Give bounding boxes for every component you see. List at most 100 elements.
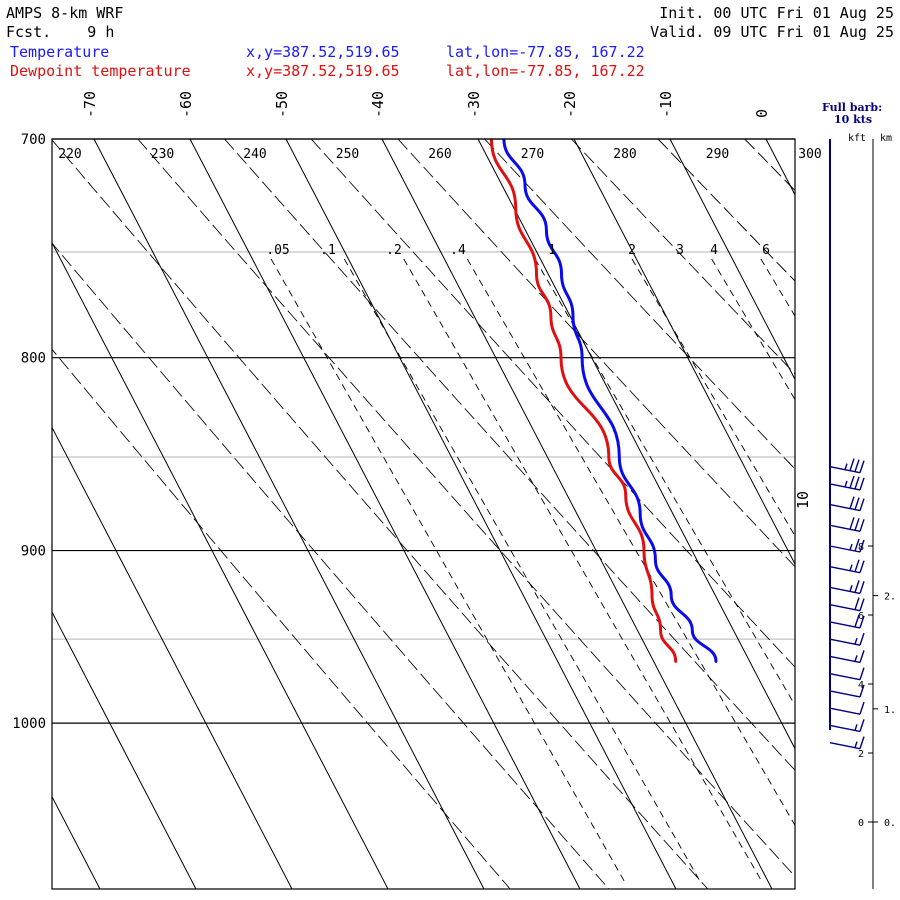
pressure-label: 700: [21, 132, 46, 148]
dry-adiabat: [224, 139, 795, 771]
isotherm-line: [52, 241, 389, 889]
wind-barb-full: [849, 458, 855, 471]
wind-barb: [829, 496, 865, 512]
wind-barb-half: [844, 480, 848, 488]
km-label: km: [880, 133, 893, 144]
wind-barb-full: [859, 498, 865, 511]
wind-barb-full: [849, 475, 855, 489]
wind-barb-full: [854, 497, 860, 510]
isotherm-line: [573, 139, 795, 566]
mixing-ratio-line: [711, 258, 795, 401]
theta-label: 270: [521, 147, 544, 162]
mixing-ratio-label: 1: [548, 243, 556, 258]
theta-label: 260: [428, 147, 451, 162]
wind-barb-half: [854, 741, 858, 748]
wind-barb-full: [859, 667, 865, 680]
theta-label: 220: [58, 147, 81, 162]
legend-temperature: Temperature: [10, 43, 110, 61]
wind-barb-full: [859, 460, 865, 473]
kft-tick-label: 2: [858, 749, 864, 760]
wind-barb: [829, 580, 865, 595]
temperature-tick-label: -70: [81, 91, 99, 118]
temperature-tick-label: -50: [273, 91, 291, 118]
fcst-value: 9 h: [87, 23, 115, 41]
mixing-ratio-label: .4: [450, 243, 466, 258]
wind-barb: [829, 538, 865, 553]
valid-value: 09 UTC Fri 01 Aug 25: [713, 23, 894, 41]
legend-dewpoint: Dewpoint temperature: [10, 62, 191, 80]
theta-label: 290: [706, 147, 729, 162]
mixing-ratio-label: 6: [762, 243, 770, 258]
wind-barb: [829, 719, 865, 733]
isotherm-line: [52, 610, 197, 889]
isotherm-line: [669, 139, 795, 381]
mixing-ratio-label: .1: [320, 243, 336, 258]
km-tick-label: 1.: [884, 705, 896, 716]
wind-barb: [829, 614, 865, 629]
mixing-ratio-label: 4: [710, 243, 718, 258]
wind-barb-full: [854, 597, 860, 610]
mixing-ratio-line: [270, 258, 626, 884]
dry-adiabat: [831, 139, 900, 889]
barb-title-2: 10 kts: [834, 113, 873, 126]
barb-title-1: Full barb:: [822, 101, 883, 114]
wind-barb-full: [854, 459, 860, 472]
mixing-ratio-label: .2: [386, 243, 402, 258]
dry-adiabat: [137, 139, 795, 878]
theta-label: 300: [798, 147, 821, 162]
pressure-label: 800: [21, 351, 46, 367]
temperature-tick-label: -60: [177, 91, 195, 118]
wind-barb-half: [849, 543, 853, 551]
wind-barb-full: [859, 519, 865, 532]
isotherm-line: [0, 139, 4, 889]
km-tick-label: 2.: [884, 592, 896, 603]
wind-barb-full: [859, 539, 865, 553]
wind-barb-full: [859, 719, 865, 732]
mixing-ratio-label: 2: [628, 243, 636, 258]
wind-barb: [829, 632, 865, 646]
theta-label: 230: [151, 147, 174, 162]
kft-tick-label: 0: [858, 818, 864, 829]
valid-label: Valid. 09 UTC Fri 01 Aug 25: [650, 23, 894, 41]
wind-barb-full: [854, 476, 860, 490]
wind-barb-staff: [829, 690, 861, 698]
wind-barb-full: [859, 684, 865, 698]
kft-tick-label: 6: [858, 611, 864, 622]
fcst-label-text: Fcst.: [6, 23, 52, 41]
wind-barb: [829, 475, 865, 491]
isotherm-line: [52, 426, 293, 889]
isotherm-line: [381, 139, 773, 889]
temperature-tick-label: -20: [561, 91, 579, 118]
dry-adiabat: [310, 139, 795, 668]
wind-barb: [829, 458, 865, 474]
wind-barb: [829, 650, 865, 664]
fcst-label: Fcst. 9 h: [6, 23, 114, 41]
init-label-text: Init.: [659, 4, 705, 22]
temperature-latlon: lat,lon=-77.85, 167.22: [446, 43, 645, 61]
wind-barb-half: [844, 463, 848, 470]
temperature-tick-label: -40: [369, 91, 387, 118]
dry-adiabat: [657, 139, 795, 282]
wind-barb-staff: [829, 672, 861, 681]
km-tick-label: 0.: [884, 818, 896, 829]
wind-barb-full: [859, 632, 865, 646]
wind-barb: [829, 684, 865, 698]
wind-barb-full: [854, 580, 860, 593]
temperature-tick-label: -30: [465, 91, 483, 118]
plot-frame: [51, 138, 796, 890]
dewpoint-latlon: lat,lon=-77.85, 167.22: [446, 62, 645, 80]
wind-barb: [829, 736, 865, 750]
dry-adiabat: [52, 242, 610, 889]
dry-adiabat: [52, 348, 511, 889]
theta-label: 250: [336, 147, 359, 162]
wind-barb-staff: [829, 707, 861, 715]
dewpoint-xy: x,y=387.52,519.65: [246, 62, 400, 80]
mixing-ratio-line: [631, 258, 795, 537]
wind-barb-full: [859, 736, 865, 749]
wind-barb-full: [859, 581, 865, 594]
temperature-xy: x,y=387.52,519.65: [246, 43, 400, 61]
wind-barb-half: [854, 724, 858, 731]
temperature-tick-label: 0: [753, 109, 771, 118]
wind-barb: [829, 701, 865, 715]
wind-barb-half: [854, 655, 858, 662]
